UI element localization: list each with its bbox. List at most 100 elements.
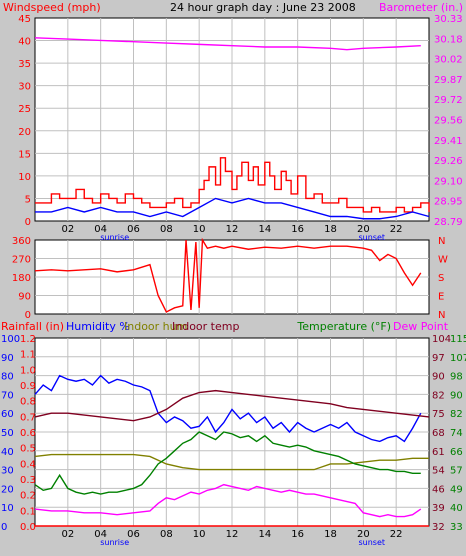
wind-axis-title: Windspeed (mph) [3,1,101,14]
sunset-label: sunset [358,233,385,242]
wind-tick-label: 5 [25,194,31,205]
temp-tick-label: 68 [432,428,445,439]
humidity-tick-label: 20 [1,484,14,495]
indoor-hum-line [34,453,429,471]
x-tick-label: 18 [324,529,337,540]
barometer-tick-label: 28.79 [434,217,463,228]
direction-tick-label: 180 [12,273,31,284]
rainfall-tick-label: 1.0 [20,365,36,376]
rainfall-tick-label: 0.8 [20,397,36,408]
barometer-tick-label: 29.87 [434,75,463,86]
x-tick-label: 06 [127,224,140,235]
temp-tick-label: 75 [432,409,445,420]
wind-tick-label: 20 [18,127,31,138]
indoor-hum-legend: Indoor hum [124,320,187,333]
rainfall-tick-label: 0.6 [20,428,36,439]
compass-tick-label: S [438,273,444,284]
barometer-tick-label: 29.56 [434,116,463,127]
direction-tick-label: 360 [12,236,31,247]
rainfall-tick-label: 0.3 [20,475,36,486]
temperature-line [34,431,421,495]
temp-tick-label: 104 [432,334,451,345]
barometer-axis-title: Barometer (in.) [379,1,463,14]
wind-tick-label: 35 [18,59,31,70]
temp-tick-label: 54 [432,466,445,477]
barometer-line [34,37,421,51]
temp-tick-label-2: 90 [450,390,463,401]
temp-tick-label-2: 57 [450,466,463,477]
humidity-tick-label: 10 [1,503,14,514]
temp-tick-label-2: 107 [450,353,466,364]
temp-tick-label: 90 [432,372,445,383]
rainfall-tick-label: 0.5 [20,444,36,455]
direction-tick-label: 270 [12,255,31,266]
sunrise-label: sunrise [100,538,129,547]
x-tick-label: 22 [390,224,403,235]
rainfall-tick-label: 0.2 [20,491,36,502]
sunrise-label: sunrise [100,233,129,242]
humidity-tick-label: 80 [1,372,14,383]
rainfall-tick-label: 1.1 [20,350,36,361]
compass-tick-label: W [438,255,448,266]
temp-tick-label: 46 [432,484,445,495]
temp-tick-label: 39 [432,503,445,514]
barometer-tick-label: 29.41 [434,136,463,147]
rainfall-tick-label: 1.2 [20,334,36,345]
x-tick-label: 16 [291,224,304,235]
humidity-tick-label: 30 [1,466,14,477]
barometer-tick-label: 29.26 [434,156,463,167]
x-tick-label: 20 [357,529,370,540]
wind-gust-line [35,157,430,213]
humidity-tick-label: 100 [1,334,20,345]
temp-tick-label-2: 49 [450,484,463,495]
rainfall-axis-title: Rainfall (in) [1,320,64,333]
humidity-tick-label: 40 [1,447,14,458]
x-tick-label: 12 [226,529,239,540]
rainfall-tick-label: 0.0 [20,522,36,533]
humidity-tick-label: 50 [1,428,14,439]
rainfall-tick-label: 0.1 [20,506,36,517]
x-tick-label: 12 [226,224,239,235]
wind-tick-label: 40 [18,37,31,48]
chart-title: 24 hour graph day : June 23 2008 [170,1,356,14]
direction-line [34,237,422,313]
sunset-label: sunset [358,538,385,547]
temp-tick-label: 82 [432,390,445,401]
x-tick-label: 18 [324,224,337,235]
indoor-temp-line [34,389,430,422]
compass-tick-label: E [438,292,444,303]
humidity-legend: Humidity % [66,320,130,333]
humidity-tick-label: 70 [1,390,14,401]
x-tick-label: 16 [291,529,304,540]
wind-tick-label: 0 [25,217,31,228]
dewpoint-legend: Dew Point [393,320,449,333]
temperature-legend: Temperature (°F) [296,320,391,333]
x-tick-label: 02 [61,529,74,540]
x-tick-label: 02 [61,224,74,235]
rainfall-tick-label: 0.9 [20,381,36,392]
barometer-tick-label: 29.72 [434,95,463,106]
indoor-temp-legend: Indoor temp [172,320,239,333]
temp-tick-label-2: 82 [450,409,463,420]
humidity-tick-label: 0 [1,522,7,533]
wind-avg-line [35,197,430,220]
temp-tick-label-2: 40 [450,503,463,514]
humidity-tick-label: 90 [1,353,14,364]
x-tick-label: 06 [127,529,140,540]
compass-tick-label: N [438,236,445,247]
humidity-line [34,374,422,443]
x-tick-label: 08 [160,529,173,540]
barometer-tick-label: 30.33 [434,14,463,25]
wind-tick-label: 10 [18,172,31,183]
temp-tick-label-2: 33 [450,522,463,533]
rainfall-tick-label: 0.7 [20,412,36,423]
x-tick-label: 10 [193,529,206,540]
temp-tick-label: 61 [432,447,445,458]
direction-tick-label: 90 [18,292,31,303]
temp-tick-label-2: 115 [450,334,466,345]
temp-tick-label-2: 66 [450,447,463,458]
x-tick-label: 20 [357,224,370,235]
barometer-tick-label: 29.10 [434,176,463,187]
